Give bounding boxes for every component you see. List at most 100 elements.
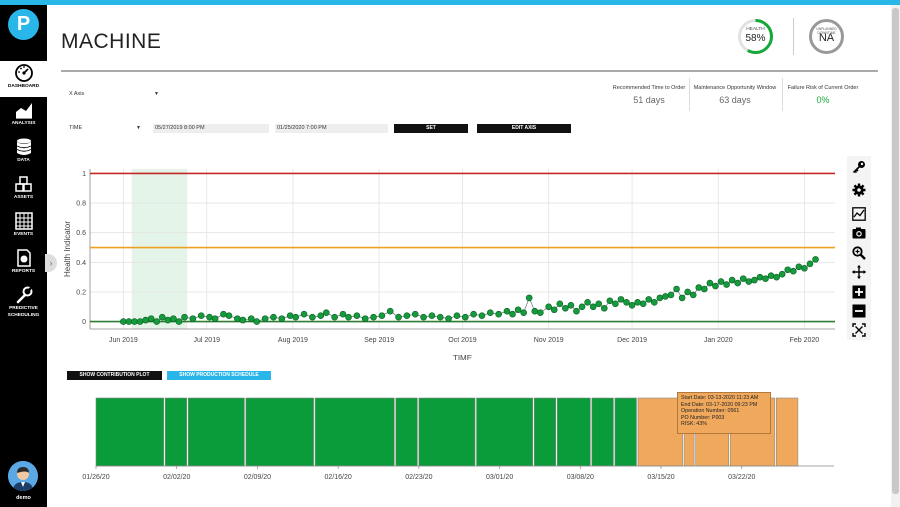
edit-axis-button[interactable]: EDIT AXIS [477, 124, 571, 133]
order-bar [395, 397, 418, 467]
data-point [428, 312, 436, 319]
sidebar-item-reports[interactable]: REPORTS [0, 246, 47, 282]
zoom-out-button[interactable] [849, 301, 869, 321]
order-bar [476, 397, 533, 467]
data-point [639, 300, 647, 308]
data-point [286, 312, 294, 319]
pan-tool-button[interactable] [849, 262, 869, 282]
data-point [164, 316, 172, 324]
sidebar-item-events[interactable]: EVENTS [0, 209, 47, 245]
line-chart-tool-button[interactable] [849, 204, 869, 224]
y-tick-label: 0.8 [76, 201, 86, 208]
data-point [525, 294, 533, 302]
risk-gauge [809, 19, 844, 54]
order-bar [776, 397, 799, 467]
settings-tool-button[interactable] [849, 180, 869, 200]
data-point [695, 284, 703, 291]
sidebar-item-label: DASHBOARD [7, 84, 40, 89]
snapshot-tool-button[interactable] [849, 223, 869, 243]
health-indicator-chart[interactable]: Jun 2019 Jul 2019 Aug 2019 Sep 2019 Oct 2019… [60, 155, 840, 360]
data-point [739, 275, 747, 282]
x-tick-label: Oct 2019 [448, 337, 477, 344]
timeline-tick-label: 03/15/20 [647, 474, 674, 481]
sidebar-item-assets[interactable]: ASSETS [0, 172, 47, 208]
data-point [578, 303, 586, 311]
end-date-field[interactable]: 01/25/2020 7:00 PM [275, 124, 388, 133]
y-tick-label: 1 [82, 171, 86, 178]
data-point [395, 313, 402, 321]
sidebar-item-data[interactable]: DATA [0, 135, 47, 171]
reset-zoom-icon [852, 323, 866, 337]
data-point [584, 299, 591, 306]
data-point [684, 288, 691, 296]
sidebar-item-analysis[interactable]: ANALYSIS [0, 98, 47, 134]
key-icon [852, 161, 865, 174]
metric-divider [689, 78, 690, 111]
y-axis-title: Health Indicator [63, 221, 72, 277]
data-point [595, 300, 603, 308]
show-contribution-plot-button[interactable]: SHOW CONTRIBUTION PLOT [67, 371, 162, 380]
data-point [734, 279, 742, 287]
data-point [353, 312, 361, 319]
sidebar-item-predictive-scheduling[interactable]: PREDICTIVE SCHEDULING [0, 283, 47, 325]
metric-label-time-to-order: Recommended Time to Order [612, 85, 686, 91]
x-tick-label: Feb 2020 [790, 337, 820, 344]
data-point [773, 273, 780, 281]
data-point [300, 310, 308, 318]
x-tick-label: Nov 2019 [534, 337, 564, 344]
zoom-in-button[interactable] [849, 282, 869, 302]
data-point [701, 285, 708, 293]
x-axis-select[interactable]: X Axis ▼ [67, 90, 162, 99]
data-point [762, 275, 769, 282]
camera-icon [852, 227, 866, 239]
reset-zoom-button[interactable] [849, 320, 869, 340]
avatar[interactable] [8, 461, 38, 491]
sidebar-item-dashboard[interactable]: DASHBOARD [0, 61, 47, 97]
data-point [812, 256, 819, 263]
data-point [651, 299, 658, 306]
y-tick-label: 0 [82, 319, 86, 326]
data-point [645, 296, 653, 303]
sidebar-item-label: EVENTS [13, 232, 34, 237]
data-point [125, 318, 133, 325]
data-point [206, 313, 213, 321]
data-point [503, 307, 511, 315]
metric-divider [782, 78, 783, 111]
data-point [801, 264, 808, 272]
highlight-band [131, 169, 188, 329]
key-tool-button[interactable] [849, 157, 869, 177]
timeline-tick-label: 03/08/20 [567, 474, 594, 481]
data-point [751, 276, 758, 284]
data-point [131, 318, 138, 325]
page-scrollbar-thumb[interactable] [892, 8, 899, 494]
y-tick-label: 0.6 [76, 230, 86, 237]
time-select-value: TIME [69, 125, 83, 131]
data-point [270, 313, 277, 321]
production-schedule-timeline[interactable]: 01/26/20 02/02/20 02/09/20 02/16/20 02/23/20… [60, 390, 850, 485]
set-button[interactable]: SET [394, 124, 468, 133]
data-point [170, 315, 177, 322]
data-point [537, 309, 544, 317]
app-logo[interactable]: P [8, 9, 39, 40]
data-point [181, 313, 188, 321]
chevron-down-icon: ▼ [136, 125, 141, 131]
data-point [317, 312, 325, 319]
x-tick-label: Aug 2019 [278, 337, 308, 344]
time-select[interactable]: TIME ▼ [67, 124, 144, 133]
data-point [247, 315, 255, 322]
start-date-field[interactable]: 05/27/2019 8:00 PM [153, 124, 269, 133]
data-point [411, 310, 419, 318]
data-point [136, 318, 144, 325]
header-separator [793, 18, 794, 55]
zoom-tool-button[interactable] [849, 243, 869, 263]
data-point [253, 318, 261, 325]
data-point [556, 300, 564, 308]
analysis-chart-icon [15, 103, 32, 119]
timeline-tick-label: 01/26/20 [82, 474, 109, 481]
sidebar-collapse-handle[interactable]: › [45, 254, 57, 272]
data-point [158, 313, 166, 321]
data-point [767, 272, 775, 279]
show-production-schedule-button[interactable]: SHOW PRODUCTION SCHEDULE [167, 371, 271, 380]
order-bar [418, 397, 476, 467]
data-point [756, 273, 764, 281]
